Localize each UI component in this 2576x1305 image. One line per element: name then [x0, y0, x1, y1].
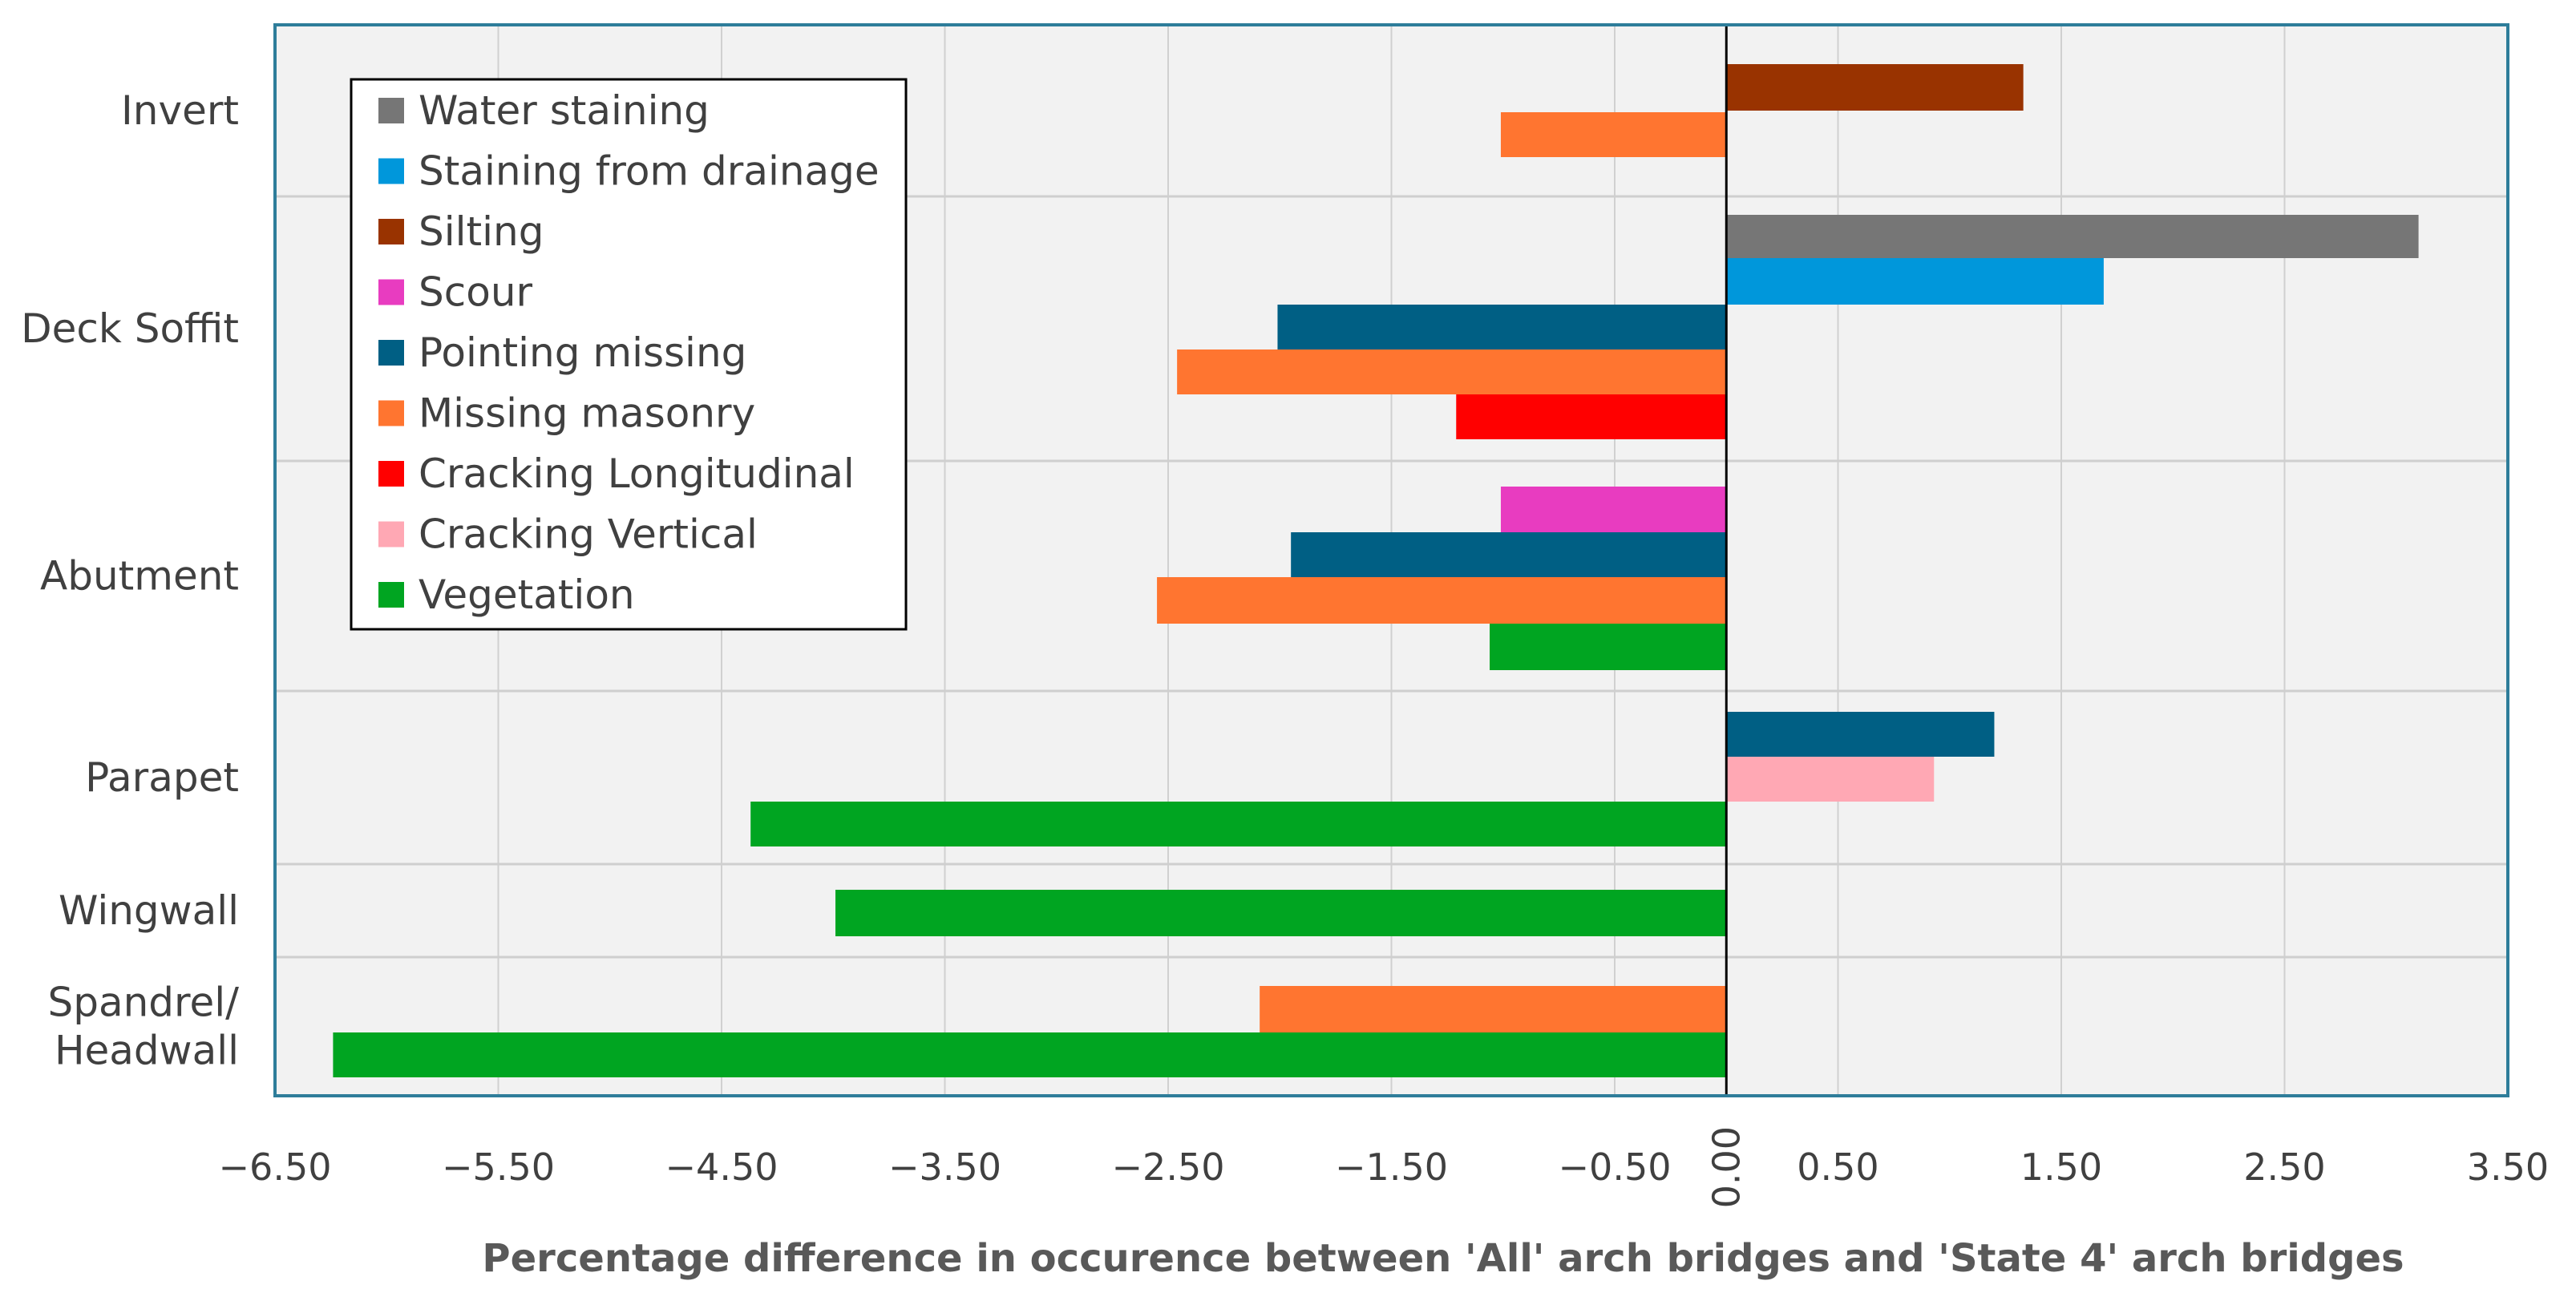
legend-label-missing-masonry: Missing masonry: [419, 390, 755, 437]
bar-abutment-scour: [1500, 487, 1727, 532]
x-axis-label: Percentage difference in occurence betwe…: [482, 1236, 2404, 1281]
legend-swatch-staining-from-drainage: [378, 158, 404, 184]
x-tick-label-8: 0.50: [1797, 1145, 1878, 1189]
category-label-line: Parapet: [85, 754, 239, 801]
bar-parapet-cracking-vertical: [1726, 757, 1935, 802]
bar-abutment-pointing-missing: [1291, 532, 1727, 577]
bar-invert-missing-masonry: [1500, 112, 1727, 157]
bar-deck-soffit-water-staining: [1726, 215, 2419, 258]
category-label-line: Wingwall: [59, 887, 239, 934]
x-tick-label-2: −4.50: [665, 1145, 778, 1189]
legend-label-silting: Silting: [419, 208, 544, 255]
bar-deck-soffit-missing-masonry: [1177, 349, 1727, 394]
bar-wingwall-vegetation: [835, 890, 1727, 936]
x-tick-label-11: 3.50: [2467, 1145, 2549, 1189]
bar-deck-soffit-pointing-missing: [1277, 305, 1727, 349]
category-label-line: Spandrel/: [47, 980, 239, 1026]
x-tick-label-6: −0.50: [1559, 1145, 1672, 1189]
bar-invert-silting: [1726, 64, 2024, 111]
category-label-line: Invert: [121, 87, 239, 134]
x-tick-label-4: −2.50: [1112, 1145, 1225, 1189]
legend-swatch-scour: [378, 279, 404, 305]
legend-swatch-missing-masonry: [378, 400, 404, 426]
x-tick-label-10: 2.50: [2243, 1145, 2325, 1189]
legend-label-cracking-vertical: Cracking Vertical: [419, 511, 758, 558]
legend-label-water-staining: Water staining: [419, 87, 710, 134]
x-tick-label-0: −6.50: [219, 1145, 332, 1189]
plot-border: [273, 23, 2509, 1097]
x-tick-label-5: −1.50: [1335, 1145, 1448, 1189]
legend-swatch-water-staining: [378, 98, 404, 123]
x-tick-label-zero: 0.00: [1705, 1126, 1748, 1208]
legend-label-scour: Scour: [419, 269, 533, 316]
legend: Water staining Staining from drainage Silt…: [350, 78, 908, 631]
x-tick-label-1: −5.50: [442, 1145, 555, 1189]
bar-abutment-vegetation: [1490, 624, 1727, 670]
category-label-abutment: Abutment: [40, 553, 239, 600]
legend-swatch-silting: [378, 219, 404, 244]
legend-swatch-vegetation: [378, 582, 404, 608]
bar-spandrel-headwall-missing-masonry: [1260, 986, 1727, 1032]
legend-label-pointing-missing: Pointing missing: [419, 329, 746, 376]
category-label-spandrel-headwall: Spandrel/Headwall: [47, 980, 239, 1074]
legend-swatch-pointing-missing: [378, 340, 404, 366]
legend-swatch-cracking-vertical: [378, 521, 404, 547]
category-label-line: Abutment: [40, 553, 239, 600]
category-label-line: Deck Soffit: [21, 305, 239, 352]
legend-box: [350, 78, 908, 631]
legend-label-vegetation: Vegetation: [419, 572, 635, 618]
category-label-deck-soffit: Deck Soffit: [21, 305, 239, 352]
x-tick-label-9: 1.50: [2020, 1145, 2102, 1189]
bar-abutment-missing-masonry: [1157, 577, 1727, 624]
category-label-invert: Invert: [121, 87, 239, 134]
legend-label-staining-from-drainage: Staining from drainage: [419, 148, 880, 195]
x-tick-label-3: −3.50: [888, 1145, 1001, 1189]
category-label-line: Headwall: [55, 1028, 239, 1074]
category-label-parapet: Parapet: [85, 754, 239, 801]
bar-parapet-pointing-missing: [1726, 712, 1995, 757]
bar-spandrel-headwall-vegetation: [333, 1032, 1727, 1077]
bar-parapet-vegetation: [750, 802, 1727, 846]
legend-swatch-cracking-longitudinal: [378, 461, 404, 487]
category-label-wingwall: Wingwall: [59, 887, 239, 934]
legend-label-cracking-longitudinal: Cracking Longitudinal: [419, 450, 855, 497]
bar-deck-soffit-cracking-longitudinal: [1456, 394, 1727, 439]
bar-deck-soffit-staining-from-drainage: [1726, 258, 2104, 305]
